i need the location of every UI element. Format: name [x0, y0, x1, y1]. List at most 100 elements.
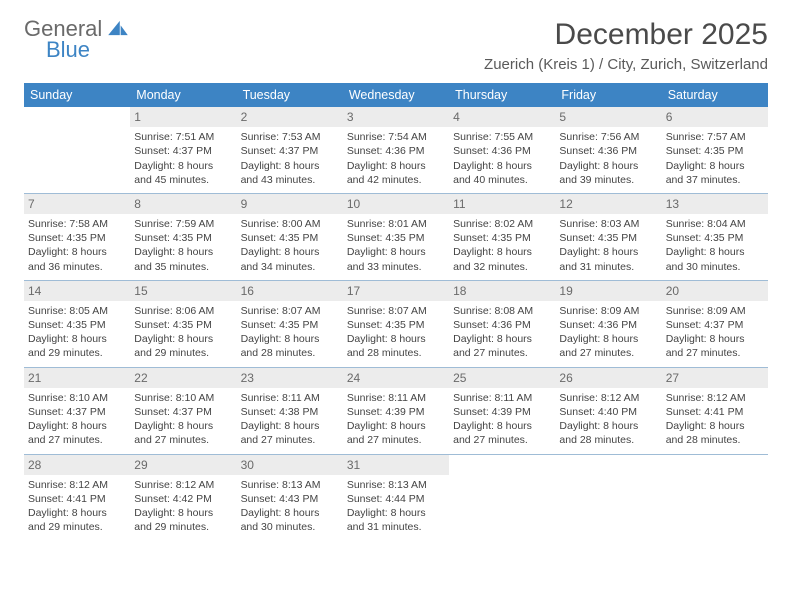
day-number: 14: [24, 281, 130, 301]
daylight-line1: Daylight: 8 hours: [28, 506, 126, 520]
sunrise-text: Sunrise: 8:00 AM: [241, 217, 339, 231]
daylight-line2: and 32 minutes.: [453, 260, 551, 274]
daylight-line1: Daylight: 8 hours: [134, 419, 232, 433]
day-number: 25: [449, 368, 555, 388]
daylight-line2: and 27 minutes.: [241, 433, 339, 447]
sunrise-text: Sunrise: 8:13 AM: [347, 478, 445, 492]
sunrise-text: Sunrise: 8:11 AM: [453, 391, 551, 405]
calendar-day-cell: 17Sunrise: 8:07 AMSunset: 4:35 PMDayligh…: [343, 280, 449, 367]
sunrise-text: Sunrise: 7:51 AM: [134, 130, 232, 144]
daylight-line2: and 27 minutes.: [28, 433, 126, 447]
daylight-line1: Daylight: 8 hours: [347, 159, 445, 173]
sunrise-text: Sunrise: 8:07 AM: [347, 304, 445, 318]
daylight-line2: and 33 minutes.: [347, 260, 445, 274]
daylight-line2: and 27 minutes.: [453, 433, 551, 447]
daylight-line1: Daylight: 8 hours: [241, 332, 339, 346]
sunset-text: Sunset: 4:35 PM: [134, 318, 232, 332]
sunrise-text: Sunrise: 8:10 AM: [28, 391, 126, 405]
day-number: 20: [662, 281, 768, 301]
calendar-day-cell: 20Sunrise: 8:09 AMSunset: 4:37 PMDayligh…: [662, 280, 768, 367]
sunset-text: Sunset: 4:35 PM: [241, 318, 339, 332]
sunset-text: Sunset: 4:35 PM: [666, 231, 764, 245]
sunrise-text: Sunrise: 8:06 AM: [134, 304, 232, 318]
sunset-text: Sunset: 4:35 PM: [28, 231, 126, 245]
daylight-line1: Daylight: 8 hours: [28, 332, 126, 346]
daylight-line2: and 42 minutes.: [347, 173, 445, 187]
weekday-header: Thursday: [449, 83, 555, 107]
sunset-text: Sunset: 4:35 PM: [241, 231, 339, 245]
calendar-day-cell: 26Sunrise: 8:12 AMSunset: 4:40 PMDayligh…: [555, 367, 661, 454]
day-number: 7: [24, 194, 130, 214]
sunrise-text: Sunrise: 8:11 AM: [241, 391, 339, 405]
day-number: 2: [237, 107, 343, 127]
day-number: 31: [343, 455, 449, 475]
calendar-day-cell: 4Sunrise: 7:55 AMSunset: 4:36 PMDaylight…: [449, 107, 555, 193]
day-number: 12: [555, 194, 661, 214]
day-number: 22: [130, 368, 236, 388]
sunset-text: Sunset: 4:41 PM: [28, 492, 126, 506]
daylight-line2: and 29 minutes.: [134, 520, 232, 534]
day-number: 27: [662, 368, 768, 388]
calendar-day-cell: 9Sunrise: 8:00 AMSunset: 4:35 PMDaylight…: [237, 193, 343, 280]
title-block: December 2025 Zuerich (Kreis 1) / City, …: [484, 18, 768, 81]
sunset-text: Sunset: 4:35 PM: [559, 231, 657, 245]
calendar-day-cell: 7Sunrise: 7:58 AMSunset: 4:35 PMDaylight…: [24, 193, 130, 280]
calendar-day-cell: 5Sunrise: 7:56 AMSunset: 4:36 PMDaylight…: [555, 107, 661, 193]
sunrise-text: Sunrise: 7:57 AM: [666, 130, 764, 144]
sunset-text: Sunset: 4:37 PM: [666, 318, 764, 332]
day-number: 18: [449, 281, 555, 301]
day-number: 10: [343, 194, 449, 214]
weekday-header: Saturday: [662, 83, 768, 107]
daylight-line1: Daylight: 8 hours: [241, 159, 339, 173]
daylight-line1: Daylight: 8 hours: [241, 506, 339, 520]
daylight-line2: and 28 minutes.: [241, 346, 339, 360]
sunset-text: Sunset: 4:40 PM: [559, 405, 657, 419]
daylight-line1: Daylight: 8 hours: [559, 245, 657, 259]
calendar-day-cell: 23Sunrise: 8:11 AMSunset: 4:38 PMDayligh…: [237, 367, 343, 454]
sunrise-text: Sunrise: 7:54 AM: [347, 130, 445, 144]
day-number: 29: [130, 455, 236, 475]
sunset-text: Sunset: 4:39 PM: [347, 405, 445, 419]
daylight-line1: Daylight: 8 hours: [241, 245, 339, 259]
daylight-line1: Daylight: 8 hours: [134, 506, 232, 520]
sunset-text: Sunset: 4:35 PM: [666, 144, 764, 158]
daylight-line2: and 27 minutes.: [453, 346, 551, 360]
daylight-line2: and 28 minutes.: [559, 433, 657, 447]
sunrise-text: Sunrise: 8:08 AM: [453, 304, 551, 318]
daylight-line1: Daylight: 8 hours: [134, 159, 232, 173]
sunrise-text: Sunrise: 8:09 AM: [559, 304, 657, 318]
day-number: 5: [555, 107, 661, 127]
daylight-line2: and 27 minutes.: [559, 346, 657, 360]
sunset-text: Sunset: 4:36 PM: [559, 318, 657, 332]
calendar-week-row: 14Sunrise: 8:05 AMSunset: 4:35 PMDayligh…: [24, 280, 768, 367]
sunrise-text: Sunrise: 8:05 AM: [28, 304, 126, 318]
weekday-header: Friday: [555, 83, 661, 107]
day-number: 8: [130, 194, 236, 214]
sunset-text: Sunset: 4:35 PM: [134, 231, 232, 245]
sunrise-text: Sunrise: 7:59 AM: [134, 217, 232, 231]
daylight-line1: Daylight: 8 hours: [28, 245, 126, 259]
day-number: 23: [237, 368, 343, 388]
day-number: 13: [662, 194, 768, 214]
brand-word2: Blue: [46, 39, 129, 61]
sunset-text: Sunset: 4:36 PM: [453, 318, 551, 332]
daylight-line1: Daylight: 8 hours: [666, 332, 764, 346]
daylight-line2: and 30 minutes.: [666, 260, 764, 274]
daylight-line1: Daylight: 8 hours: [666, 245, 764, 259]
calendar-day-cell: 19Sunrise: 8:09 AMSunset: 4:36 PMDayligh…: [555, 280, 661, 367]
daylight-line1: Daylight: 8 hours: [241, 419, 339, 433]
daylight-line1: Daylight: 8 hours: [347, 419, 445, 433]
daylight-line2: and 29 minutes.: [134, 346, 232, 360]
sunrise-text: Sunrise: 8:03 AM: [559, 217, 657, 231]
calendar-day-cell: 1Sunrise: 7:51 AMSunset: 4:37 PMDaylight…: [130, 107, 236, 193]
daylight-line2: and 40 minutes.: [453, 173, 551, 187]
sunrise-text: Sunrise: 8:04 AM: [666, 217, 764, 231]
brand-logo: General Blue: [24, 18, 129, 61]
day-number: 16: [237, 281, 343, 301]
calendar-table: Sunday Monday Tuesday Wednesday Thursday…: [24, 83, 768, 540]
daylight-line2: and 28 minutes.: [666, 433, 764, 447]
calendar-day-cell: 6Sunrise: 7:57 AMSunset: 4:35 PMDaylight…: [662, 107, 768, 193]
daylight-line1: Daylight: 8 hours: [559, 419, 657, 433]
sunrise-text: Sunrise: 7:55 AM: [453, 130, 551, 144]
weekday-header: Monday: [130, 83, 236, 107]
